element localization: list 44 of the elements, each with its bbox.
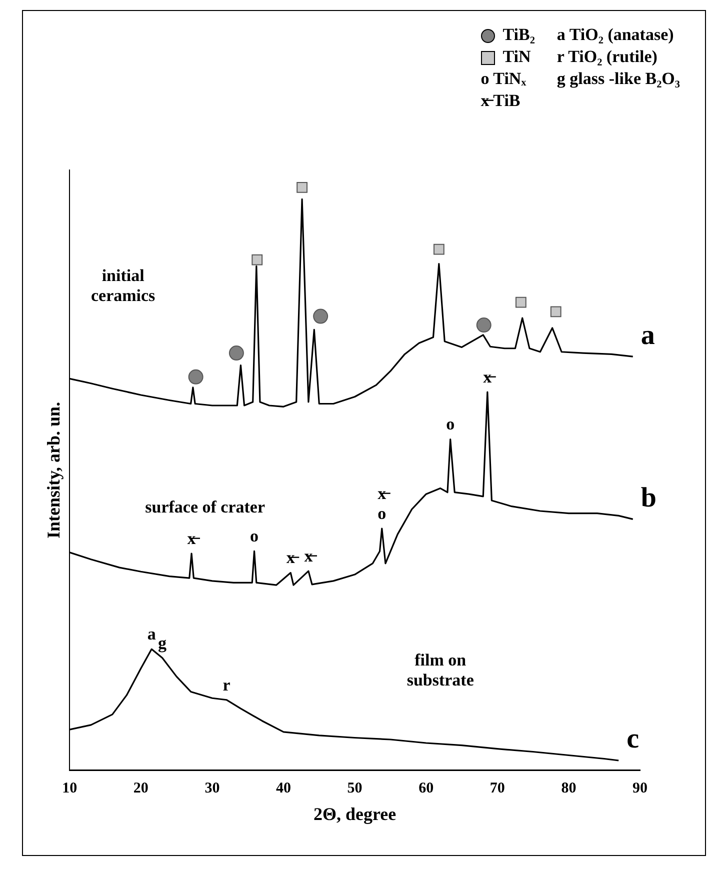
point: [252, 254, 263, 266]
annotation: x̶: [378, 484, 392, 503]
point: [515, 296, 526, 308]
y-axis-title: Intensity, arb. un.: [43, 402, 64, 538]
legend-label: TiB₂: [502, 24, 535, 46]
x-tick-label: 90: [632, 780, 648, 796]
x-tick-label: 70: [490, 780, 505, 796]
annotation: x̶: [483, 367, 497, 386]
text: r TiO₂ (rutile): [556, 46, 658, 68]
series-label: b: [640, 482, 656, 514]
x-tick-label: 80: [561, 780, 576, 796]
x-tick-label: 40: [276, 780, 291, 796]
annotation: o: [446, 414, 455, 434]
point: [550, 306, 562, 318]
point: [296, 182, 308, 193]
series-label: a: [640, 320, 655, 351]
annotation: x̶: [187, 528, 201, 548]
point: [433, 244, 444, 255]
annotation: r: [222, 675, 231, 694]
x-tick-label: 20: [133, 780, 148, 796]
annotation: film on substrate: [406, 650, 474, 690]
point: [228, 346, 244, 361]
annotation: initial ceramics: [90, 266, 156, 305]
series-label: c: [626, 724, 640, 755]
text: o TiNₓ: [480, 68, 528, 90]
point: [476, 318, 492, 333]
x-axis-title: 2Θ, degree: [313, 804, 396, 824]
annotation: surface of crater: [145, 497, 266, 516]
point: [313, 308, 328, 324]
annotation: o: [378, 504, 386, 523]
x-tick-label: 50: [347, 780, 362, 796]
x-tick-label: 10: [62, 780, 78, 796]
point: [188, 369, 204, 384]
annotation: o: [250, 526, 259, 546]
annotation: g: [158, 633, 168, 652]
legend-label: TiN: [502, 46, 532, 68]
annotation: a: [147, 624, 156, 644]
x-tick-label: 60: [418, 780, 434, 796]
text: a TiO₂ (anatase): [556, 24, 675, 46]
annotation: x̶: [286, 548, 300, 568]
x-tick-label: 30: [204, 780, 220, 796]
text: x̶ TiB: [480, 90, 522, 112]
text: g glass -like B₂O₃: [556, 68, 680, 90]
annotation: x̶: [304, 546, 318, 566]
